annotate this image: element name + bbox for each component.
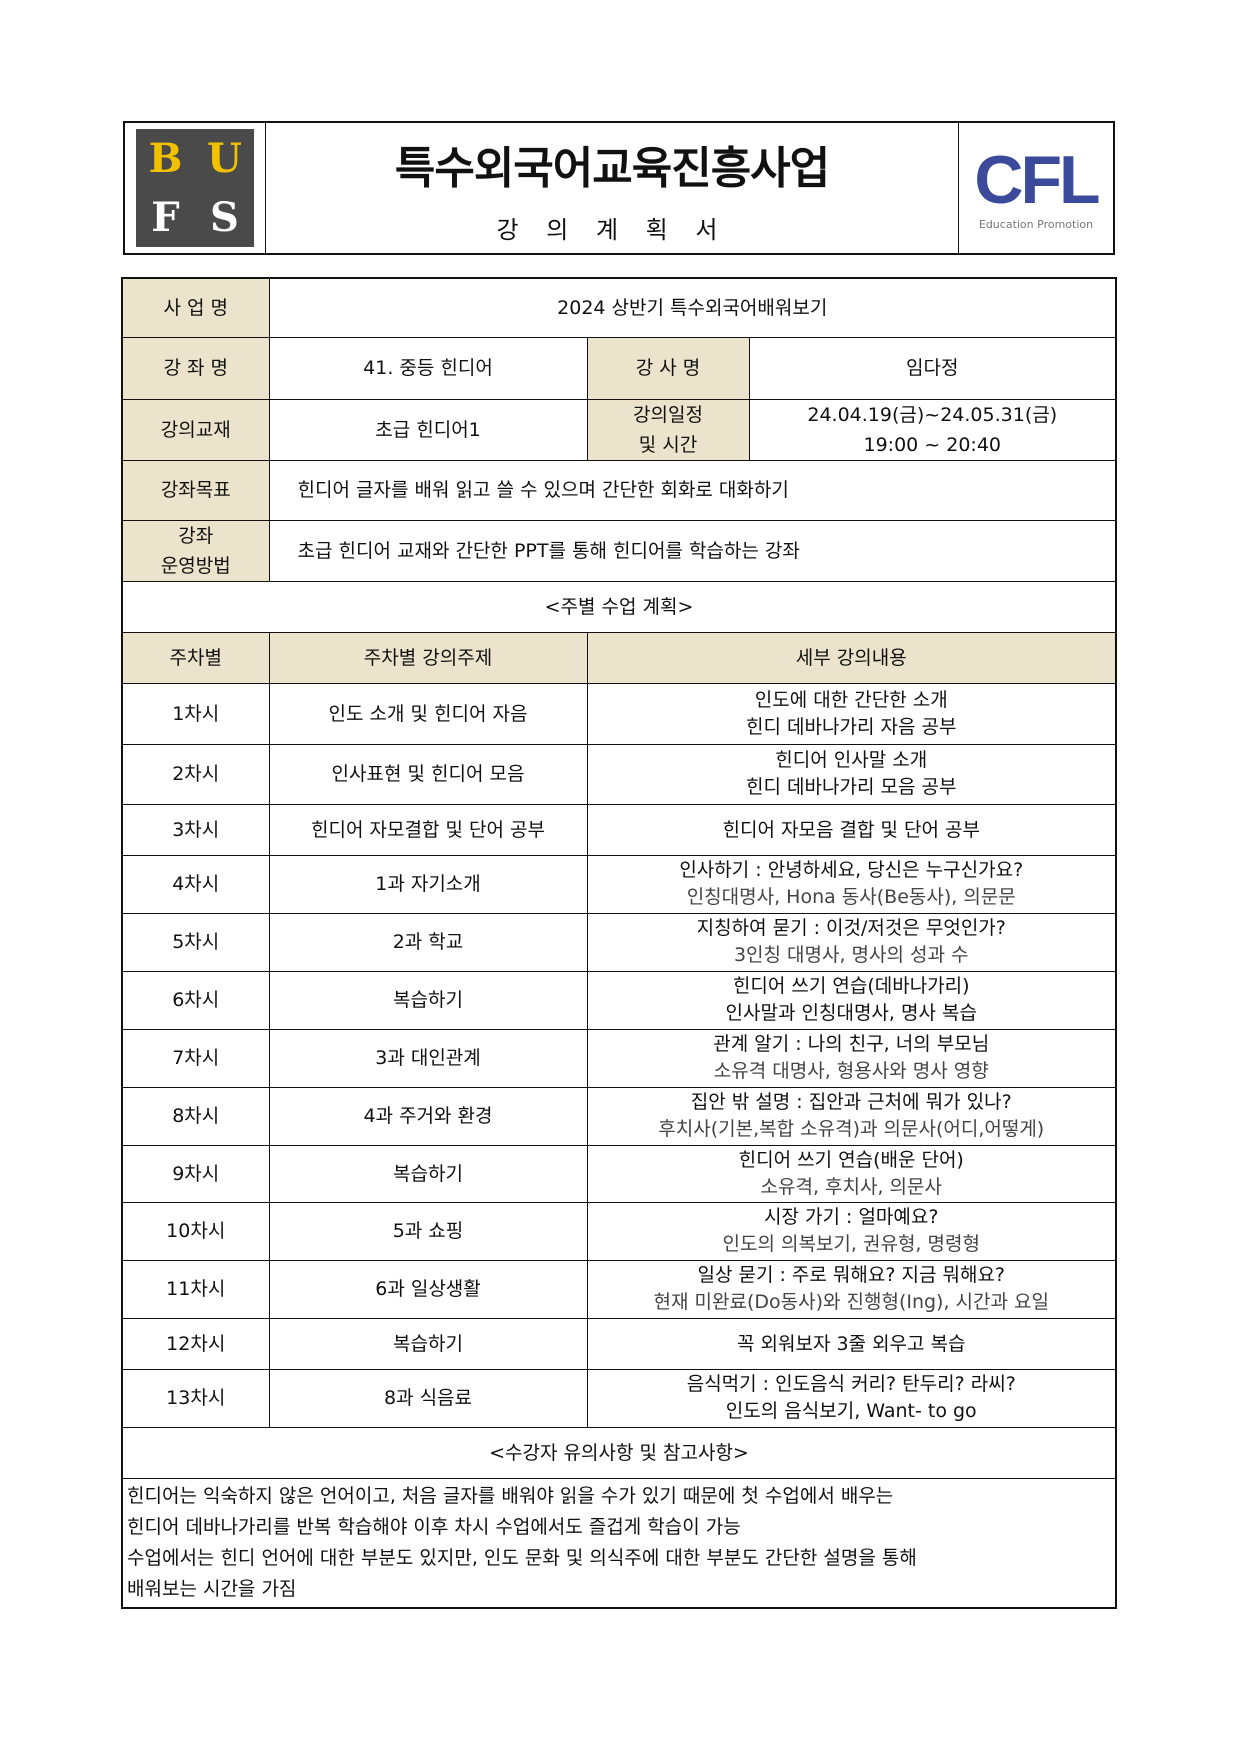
week-topic: 1과 자기소개: [268, 854, 588, 914]
week-topic: 복습하기: [268, 970, 588, 1030]
week-number: 13차시: [121, 1368, 270, 1428]
week-number: 8차시: [121, 1086, 270, 1146]
notes-title: <수강자 유의사항 및 참고사항>: [121, 1426, 1117, 1479]
schedule-value: 24.04.19(금)~24.05.31(금) 19:00 ~ 20:40: [748, 398, 1117, 461]
week-row: 13차시 8과 식음료 음식먹기 : 인도음식 커리? 탄두리? 라씨? 인도의 음식…: [121, 1368, 1117, 1428]
week-topic: 4과 주거와 환경: [268, 1086, 588, 1146]
week-row: 4차시 1과 자기소개 인사하기 : 안녕하세요, 당신은 누구신가요? 인칭대명사,…: [121, 854, 1117, 914]
week-number: 12차시: [121, 1317, 270, 1370]
week-number: 7차시: [121, 1028, 270, 1088]
course-label: 강 좌 명: [121, 336, 270, 400]
course-plan-table: 사 업 명 2024 상반기 특수외국어배워보기 강 좌 명 41. 중등 힌디어 강…: [121, 277, 1117, 1609]
page-subtitle: 강 의 계 획 서: [496, 215, 728, 244]
goal-value: 힌디어 글자를 배워 읽고 쓸 수 있으며 간단한 회화로 대화하기: [268, 459, 1117, 521]
textbook-value: 초급 힌디어1: [268, 398, 588, 461]
week-detail: 음식먹기 : 인도음식 커리? 탄두리? 라씨? 인도의 음식보기, Want- …: [586, 1368, 1117, 1428]
week-topic: 5과 쇼핑: [268, 1201, 588, 1261]
week-topic: 인도 소개 및 힌디어 자음: [268, 682, 588, 745]
week-row: 8차시 4과 주거와 환경 집안 밖 설명 : 집안과 근처에 뭐가 있나? 후치사(…: [121, 1086, 1117, 1146]
week-detail: 인사하기 : 안녕하세요, 당신은 누구신가요? 인칭대명사, Hona 동사(B…: [586, 854, 1117, 914]
textbook-label: 강의교재: [121, 398, 270, 461]
week-detail: 관계 알기 : 나의 친구, 너의 부모님 소유격 대명사, 형용사와 명사 영향: [586, 1028, 1117, 1088]
week-topic: 8과 식음료: [268, 1368, 588, 1428]
week-row: 11차시 6과 일상생활 일상 묻기 : 주로 뭐해요? 지금 뭐해요? 현재 미완료…: [121, 1259, 1117, 1319]
week-topic: 2과 학교: [268, 912, 588, 972]
week-row: 9차시 복습하기 힌디어 쓰기 연습(배운 단어) 소유격, 후치사, 의문사: [121, 1144, 1117, 1203]
col-detail: 세부 강의내용: [586, 631, 1117, 684]
cfl-logo: CFL Education Promotion: [958, 123, 1113, 253]
week-row: 2차시 인사표현 및 힌디어 모음 힌디어 인사말 소개 힌디 데바나가리 모음 공부: [121, 743, 1117, 805]
course-value: 41. 중등 힌디어: [268, 336, 588, 400]
notes-body: 힌디어는 익숙하지 않은 언어이고, 처음 글자를 배워야 읽을 수가 있기 때…: [121, 1477, 1117, 1608]
week-row: 1차시 인도 소개 및 힌디어 자음 인도에 대한 간단한 소개 힌디 데바나가리 자…: [121, 682, 1117, 745]
week-topic: 인사표현 및 힌디어 모음: [268, 743, 588, 805]
project-label: 사 업 명: [121, 277, 270, 338]
week-number: 1차시: [121, 682, 270, 745]
week-detail: 일상 묻기 : 주로 뭐해요? 지금 뭐해요? 현재 미완료(Do동사)와 진행형…: [586, 1259, 1117, 1319]
week-detail: 힌디어 쓰기 연습(데바나가리) 인사말과 인칭대명사, 명사 복습: [586, 970, 1117, 1030]
week-detail: 힌디어 인사말 소개 힌디 데바나가리 모음 공부: [586, 743, 1117, 805]
week-topic: 복습하기: [268, 1144, 588, 1203]
week-detail: 시장 가기 : 얼마예요? 인도의 의복보기, 권유형, 명령형: [586, 1201, 1117, 1261]
week-topic: 6과 일상생활: [268, 1259, 588, 1319]
week-topic: 3과 대인관계: [268, 1028, 588, 1088]
week-number: 3차시: [121, 803, 270, 856]
instructor-value: 임다정: [748, 336, 1117, 400]
week-detail: 지칭하여 묻기 : 이것/저것은 무엇인가? 3인칭 대명사, 명사의 성과 수: [586, 912, 1117, 972]
week-number: 11차시: [121, 1259, 270, 1319]
page-title: 특수외국어교육진흥사업: [394, 142, 830, 194]
weekly-plan-title: <주별 수업 계획>: [121, 580, 1117, 633]
col-week: 주차별: [121, 631, 270, 684]
week-number: 2차시: [121, 743, 270, 805]
week-detail: 힌디어 쓰기 연습(배운 단어) 소유격, 후치사, 의문사: [586, 1144, 1117, 1203]
method-value: 초급 힌디어 교재와 간단한 PPT를 통해 힌디어를 학습하는 강좌: [268, 519, 1117, 582]
schedule-label: 강의일정 및 시간: [586, 398, 750, 461]
week-topic: 힌디어 자모결합 및 단어 공부: [268, 803, 588, 856]
week-row: 7차시 3과 대인관계 관계 알기 : 나의 친구, 너의 부모님 소유격 대명사, …: [121, 1028, 1117, 1088]
week-detail: 집안 밖 설명 : 집안과 근처에 뭐가 있나? 후치사(기본,복합 소유격)과 …: [586, 1086, 1117, 1146]
goal-label: 강좌목표: [121, 459, 270, 521]
week-number: 9차시: [121, 1144, 270, 1203]
week-topic: 복습하기: [268, 1317, 588, 1370]
week-number: 6차시: [121, 970, 270, 1030]
week-row: 12차시 복습하기 꼭 외워보자 3줄 외우고 복습: [121, 1317, 1117, 1370]
week-detail: 힌디어 자모음 결합 및 단어 공부: [586, 803, 1117, 856]
week-detail: 꼭 외워보자 3줄 외우고 복습: [586, 1317, 1117, 1370]
project-value: 2024 상반기 특수외국어배워보기: [268, 277, 1117, 338]
week-number: 10차시: [121, 1201, 270, 1261]
week-detail: 인도에 대한 간단한 소개 힌디 데바나가리 자음 공부: [586, 682, 1117, 745]
week-number: 5차시: [121, 912, 270, 972]
instructor-label: 강 사 명: [586, 336, 750, 400]
col-topic: 주차별 강의주제: [268, 631, 588, 684]
week-row: 10차시 5과 쇼핑 시장 가기 : 얼마예요? 인도의 의복보기, 권유형, 명령형: [121, 1201, 1117, 1261]
method-label: 강좌 운영방법: [121, 519, 270, 582]
week-number: 4차시: [121, 854, 270, 914]
week-row: 6차시 복습하기 힌디어 쓰기 연습(데바나가리) 인사말과 인칭대명사, 명사 복습: [121, 970, 1117, 1030]
week-row: 5차시 2과 학교 지칭하여 묻기 : 이것/저것은 무엇인가? 3인칭 대명사, 명…: [121, 912, 1117, 972]
week-row: 3차시 힌디어 자모결합 및 단어 공부 힌디어 자모음 결합 및 단어 공부: [121, 803, 1117, 856]
